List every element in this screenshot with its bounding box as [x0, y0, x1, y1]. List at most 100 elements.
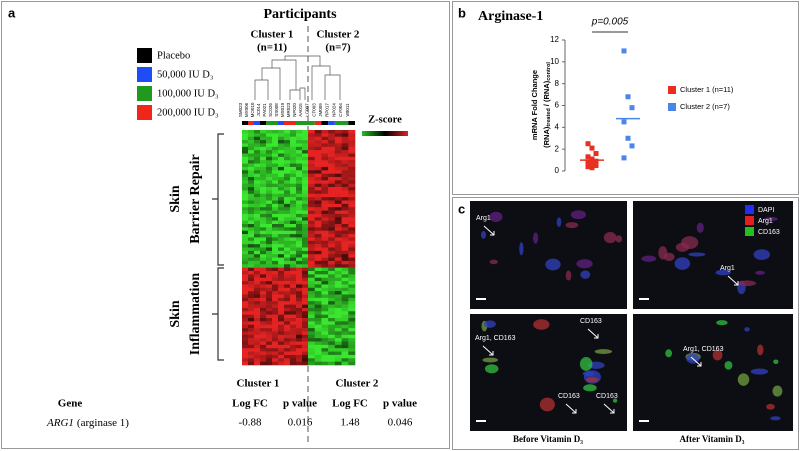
data-point: [593, 163, 599, 169]
heatmap-cell: [314, 274, 322, 279]
heatmap-cell: [242, 153, 249, 158]
heatmap-cell: [348, 210, 356, 215]
data-point: [585, 164, 591, 170]
heatmap-cell: [272, 153, 279, 158]
legend-label: Arg1: [758, 218, 773, 225]
heatmap-cell: [296, 334, 303, 339]
heatmap-cell: [284, 361, 291, 366]
cell: [480, 230, 487, 239]
heatmap-cell: [290, 160, 297, 164]
heatmap-cell: [334, 153, 342, 158]
heatmap-cell: [278, 361, 285, 366]
heatmap-cell: [302, 227, 309, 232]
heatmap-cell: [290, 281, 297, 285]
heatmap-cell: [272, 180, 279, 185]
heatmap-cell: [341, 247, 349, 252]
heatmap-cell: [272, 267, 279, 272]
heatmap-cell: [321, 190, 329, 195]
heatmap-cell: [328, 267, 336, 272]
heatmap-cell: [314, 281, 322, 285]
heatmap-cell: [348, 274, 356, 279]
heatmap-cell: [308, 180, 316, 185]
heatmap-cell: [321, 328, 329, 332]
heatmap-cell: [348, 203, 356, 208]
heatmap-cell: [302, 287, 309, 292]
panel-label: c: [458, 201, 465, 216]
heatmap-cell: [328, 197, 336, 201]
heatmap-cell: [290, 284, 297, 289]
y-label-part: control: [546, 62, 552, 81]
heatmap-cell: [242, 133, 249, 138]
heatmap-cell: [296, 361, 303, 366]
arrow: [565, 403, 577, 414]
heatmap-cell: [290, 358, 297, 362]
heatmap-cell: [272, 334, 279, 339]
heatmap-cell: [260, 247, 267, 252]
heatmap-cell: [321, 311, 329, 315]
heatmap-cell: [278, 254, 285, 258]
heatmap-cell: [266, 287, 273, 292]
heatmap-cell: [278, 220, 285, 225]
table-value: 1.48: [340, 417, 360, 429]
heatmap-cell: [308, 153, 316, 158]
heatmap-cell: [328, 348, 336, 352]
sample-id: SS008: [274, 103, 279, 117]
heatmap-cell: [260, 213, 267, 218]
heatmap-cell: [348, 291, 356, 295]
heatmap-cell: [254, 274, 261, 279]
table-value: -0.88: [239, 417, 262, 429]
heatmap-cell: [284, 277, 291, 282]
heatmap-cell: [341, 213, 349, 218]
heatmap-cell: [321, 217, 329, 221]
heatmap-cell: [328, 173, 336, 178]
heatmap-cell: [296, 257, 303, 262]
heatmap-cell: [254, 203, 261, 208]
heatmap-cell: [290, 351, 297, 356]
heatmap-cell: [308, 166, 316, 171]
heatmap-cell: [334, 294, 342, 299]
heatmap-cell: [284, 358, 291, 362]
heatmap-cell: [242, 156, 249, 161]
heatmap-cell: [296, 213, 303, 218]
heatmap-cell: [290, 150, 297, 154]
heatmap-cell: [260, 237, 267, 242]
heatmap-cell: [334, 140, 342, 144]
heatmap-cell: [328, 284, 336, 289]
heatmap-cell: [254, 318, 261, 322]
heatmap-cell: [266, 183, 273, 188]
heatmap-cell: [278, 213, 285, 218]
heatmap-cell: [278, 227, 285, 232]
heatmap-cell: [334, 133, 342, 138]
heatmap-cell: [254, 351, 261, 356]
heatmap-cell: [302, 166, 309, 171]
heatmap-cell: [308, 247, 316, 252]
heatmap-cell: [341, 348, 349, 352]
heatmap-cell: [302, 358, 309, 362]
heatmap-cell: [260, 133, 267, 138]
heatmap-cell: [272, 351, 279, 356]
heatmap-cell: [278, 284, 285, 289]
cell: [712, 349, 723, 361]
legend-swatch: [745, 205, 754, 214]
heatmap-cell: [334, 224, 342, 228]
heatmap-cell: [272, 314, 279, 319]
heatmap-cell: [296, 267, 303, 272]
heatmap-cell: [254, 267, 261, 272]
heatmap-cell: [302, 284, 309, 289]
heatmap-cell: [290, 240, 297, 245]
heatmap-cell: [284, 217, 291, 221]
heatmap-cell: [302, 321, 309, 326]
heatmap-cell: [248, 291, 255, 295]
sample-id: MR023: [286, 102, 291, 117]
heatmap-cell: [266, 187, 273, 191]
heatmap-cell: [266, 166, 273, 171]
heatmap-cell: [302, 240, 309, 245]
heatmap-cell: [290, 210, 297, 215]
heatmap-cell: [334, 354, 342, 359]
heatmap-cell: [296, 133, 303, 138]
heatmap-cell: [296, 324, 303, 329]
heatmap-cell: [278, 150, 285, 154]
heatmap-cell: [334, 318, 342, 322]
cell: [533, 319, 550, 330]
heatmap-cell: [348, 150, 356, 154]
